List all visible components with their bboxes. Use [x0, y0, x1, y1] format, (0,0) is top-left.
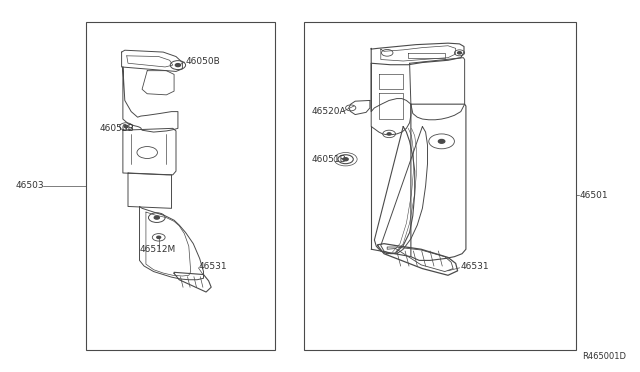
Text: 46520A: 46520A — [312, 107, 346, 116]
Text: 46503: 46503 — [16, 182, 45, 190]
Circle shape — [387, 133, 391, 135]
Text: R465001D: R465001D — [582, 352, 626, 361]
Circle shape — [175, 64, 180, 67]
Text: 46050B: 46050B — [186, 57, 220, 65]
Circle shape — [154, 216, 159, 219]
Circle shape — [458, 52, 461, 54]
Text: 46531: 46531 — [198, 262, 227, 271]
Circle shape — [438, 140, 445, 143]
Text: 46531: 46531 — [461, 262, 490, 271]
Bar — [86, 22, 275, 350]
Bar — [304, 22, 576, 350]
Circle shape — [124, 125, 128, 128]
Text: 46501: 46501 — [579, 191, 608, 200]
Circle shape — [157, 236, 161, 238]
Text: 46050B: 46050B — [99, 124, 134, 133]
Circle shape — [343, 158, 348, 161]
Text: 46512M: 46512M — [140, 245, 176, 254]
Text: 46051B: 46051B — [312, 155, 346, 164]
